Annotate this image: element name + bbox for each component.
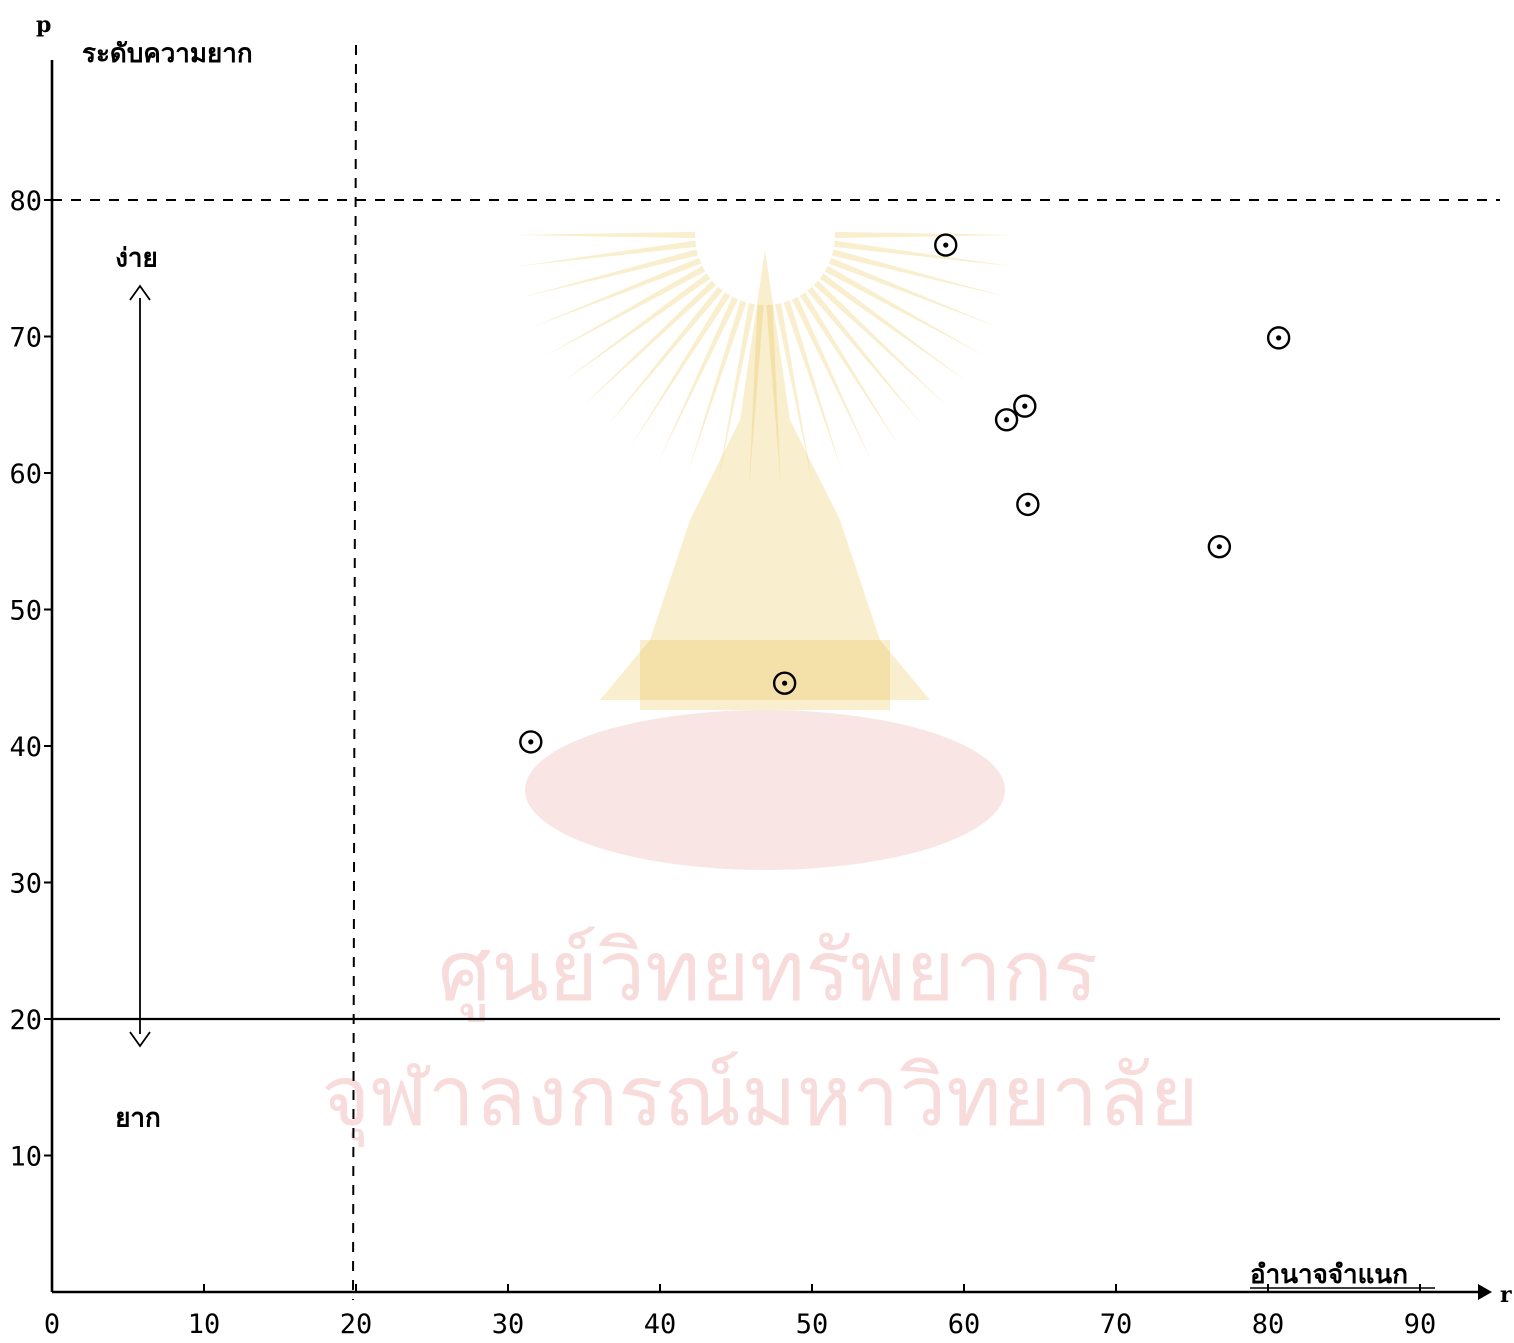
y-tick-label: 60 <box>9 459 42 490</box>
data-point-ring <box>1207 535 1232 559</box>
watermark-ray <box>766 304 781 485</box>
x-tick-label: 30 <box>492 1309 525 1340</box>
y-tick-label: 30 <box>9 869 42 900</box>
data-point-ring <box>519 730 543 754</box>
y-tick-label: 70 <box>9 323 42 354</box>
data-point-dot <box>943 242 949 248</box>
reference-lines <box>52 44 1500 1301</box>
watermark-ray <box>582 280 717 407</box>
data-point-ring <box>1016 492 1040 517</box>
watermark-ray <box>562 273 711 382</box>
watermark-ray <box>532 257 702 328</box>
x-tick-label: 70 <box>1100 1309 1133 1340</box>
x-tick-label: 0 <box>44 1309 60 1340</box>
watermark-ray <box>749 304 764 485</box>
data-point <box>519 730 543 754</box>
x-tick-label: 10 <box>188 1309 221 1340</box>
y-axis-ticks: 10 20 30 40 50 60 70 80 <box>9 186 52 1173</box>
data-point <box>772 671 797 695</box>
data-point-dot <box>1003 417 1010 423</box>
watermark-ray <box>831 249 1008 298</box>
y-tick-label: 50 <box>9 596 42 627</box>
y-tick-label: 80 <box>9 186 42 217</box>
x-tick-label: 90 <box>1404 1309 1437 1340</box>
data-point <box>1013 394 1037 418</box>
x-axis-title: อำนาจจำแนก <box>1250 1260 1408 1290</box>
watermark-ray <box>824 265 985 356</box>
data-point-dot <box>782 680 788 686</box>
x-tick-label: 50 <box>796 1309 829 1340</box>
watermark-ray <box>775 303 812 481</box>
watermark-ray <box>819 273 968 382</box>
watermark-ray <box>631 292 731 447</box>
y-tick-label: 40 <box>9 732 42 763</box>
watermark-line-1: ศูนย์วิทยทรัพยากร <box>438 922 1098 1022</box>
data-point-dot <box>1022 403 1028 409</box>
watermark-ray <box>545 265 706 356</box>
watermark-ray <box>828 257 998 328</box>
data-points <box>519 233 1291 754</box>
data-point-ring <box>994 408 1019 432</box>
data-point <box>934 233 958 257</box>
difficulty-label: ง่าย <box>115 244 158 274</box>
data-point-ring <box>1013 394 1037 418</box>
watermark-ray <box>783 300 843 473</box>
watermark-ray <box>833 240 1014 267</box>
watermark-ray <box>516 240 697 267</box>
difficulty-label: ยาก <box>115 1104 161 1134</box>
x-tick-label: 20 <box>340 1309 373 1340</box>
data-point <box>994 408 1019 432</box>
x-tick-label: 40 <box>644 1309 677 1340</box>
watermark-ray <box>791 296 872 462</box>
data-point <box>1266 326 1291 350</box>
watermark-ray <box>718 303 755 481</box>
y-axis-letter: p <box>36 12 51 38</box>
x-axis-ticks: 0 10 20 30 40 50 60 70 80 90 <box>44 1284 1436 1340</box>
x-axis-arrow-icon <box>1478 1284 1492 1300</box>
data-point <box>1016 492 1040 517</box>
watermark-ray <box>799 292 899 447</box>
x-axis-letter: r <box>1500 1282 1512 1308</box>
data-point-dot <box>1216 544 1222 550</box>
watermark-line-2: จุฬาลงกรณ์มหาวิทยาลัย <box>321 1047 1199 1148</box>
watermark-ray <box>813 280 948 407</box>
watermark-ray <box>687 300 747 473</box>
data-point-dot <box>1025 501 1031 507</box>
x-tick-label: 60 <box>948 1309 981 1340</box>
watermark-ray <box>522 249 699 298</box>
university-seal-watermark: ศูนย์วิทยทรัพยากร จุฬาลงกรณ์มหาวิทยาลัย <box>321 231 1199 1148</box>
y-tick-label: 10 <box>9 1142 42 1173</box>
y-axis-title: ระดับความยาก <box>82 39 253 69</box>
watermark-ray <box>807 286 925 428</box>
watermark-ray <box>515 231 696 239</box>
data-point-ring <box>1266 326 1291 350</box>
watermark-ray <box>605 286 723 428</box>
watermark-ray <box>658 296 739 462</box>
data-point <box>1207 535 1232 559</box>
arrow-down-icon <box>129 1031 151 1048</box>
data-point-dot <box>528 739 534 745</box>
watermark-ray <box>834 231 1015 239</box>
data-point-dot <box>1276 335 1282 341</box>
data-point-ring <box>772 671 797 695</box>
arrow-up-icon <box>129 284 151 301</box>
y-tick-label: 20 <box>9 1005 42 1036</box>
data-point-ring <box>934 233 958 257</box>
x-tick-label: 80 <box>1252 1309 1285 1340</box>
reference-line-vertical <box>352 44 357 1301</box>
